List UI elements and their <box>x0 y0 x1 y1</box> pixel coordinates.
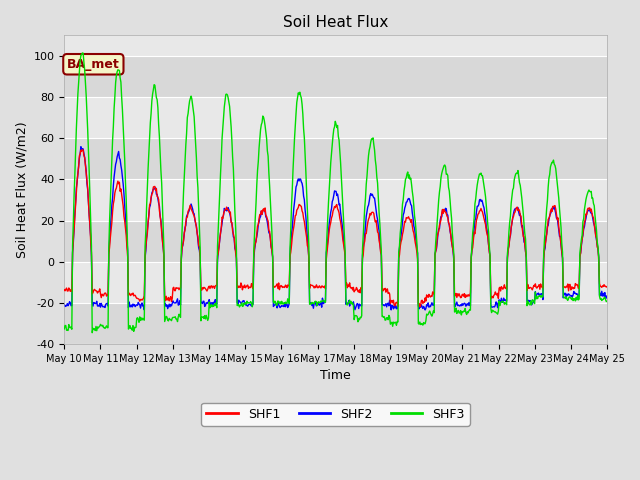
SHF1 <box>403 215 410 220</box>
Y-axis label: Soil Heat Flux (W/m2): Soil Heat Flux (W/m2) <box>15 121 28 258</box>
SHF3 <box>70 192 78 198</box>
SHF3 <box>183 131 191 136</box>
SHF3 <box>88 330 96 336</box>
SHF1 <box>182 219 189 225</box>
SHF3 <box>403 171 411 177</box>
SHF1 <box>70 227 78 232</box>
SHF2 <box>604 295 611 300</box>
SHF2 <box>211 297 219 302</box>
SHF1 <box>419 300 427 306</box>
Bar <box>64 97 607 138</box>
Bar <box>64 138 607 180</box>
Bar <box>64 180 607 221</box>
SHF2 <box>183 214 191 219</box>
SHF3 <box>604 299 611 304</box>
Bar <box>64 56 607 97</box>
SHF2 <box>77 144 84 150</box>
SHF3 <box>419 322 427 328</box>
SHF1 <box>604 284 611 289</box>
SHF2 <box>70 225 78 231</box>
SHF1 <box>416 304 424 310</box>
SHF2 <box>60 302 68 308</box>
Text: BA_met: BA_met <box>67 58 120 71</box>
SHF2 <box>127 304 134 310</box>
SHF1 <box>60 287 68 293</box>
SHF3 <box>79 50 86 56</box>
SHF3 <box>127 325 135 331</box>
Bar <box>64 221 607 262</box>
Legend: SHF1, SHF2, SHF3: SHF1, SHF2, SHF3 <box>202 403 470 426</box>
SHF1 <box>127 293 134 299</box>
SHF2 <box>403 199 411 204</box>
Line: SHF3: SHF3 <box>64 53 607 333</box>
Bar <box>64 303 607 344</box>
Line: SHF2: SHF2 <box>64 147 607 310</box>
SHF1 <box>211 286 218 291</box>
SHF1 <box>79 147 86 153</box>
Bar <box>64 262 607 303</box>
SHF2 <box>419 306 427 312</box>
SHF3 <box>60 326 68 332</box>
SHF2 <box>140 307 148 313</box>
SHF3 <box>211 302 219 308</box>
X-axis label: Time: Time <box>320 370 351 383</box>
Title: Soil Heat Flux: Soil Heat Flux <box>283 15 388 30</box>
Line: SHF1: SHF1 <box>64 150 607 307</box>
